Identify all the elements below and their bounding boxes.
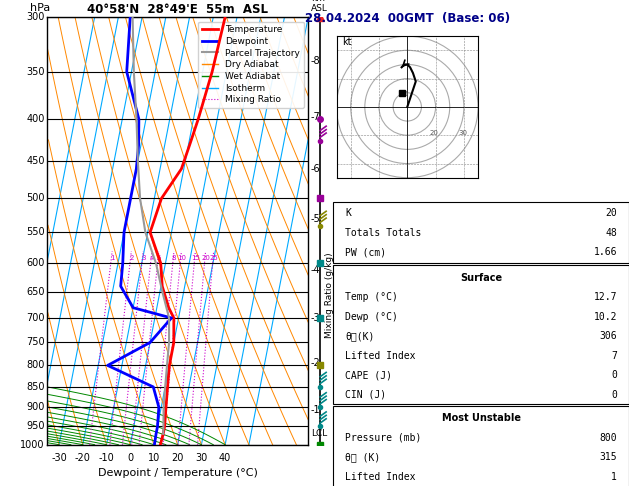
Text: 315: 315 [599, 452, 617, 462]
Text: 350: 350 [26, 67, 45, 77]
Text: Temp (°C): Temp (°C) [345, 292, 398, 302]
Text: 1: 1 [611, 472, 617, 482]
Text: K: K [345, 208, 351, 218]
Text: Totals Totals: Totals Totals [345, 228, 421, 238]
Text: 12.7: 12.7 [594, 292, 617, 302]
Text: 8: 8 [172, 255, 176, 260]
Text: 500: 500 [26, 193, 45, 204]
Text: 750: 750 [26, 337, 45, 347]
Text: 10: 10 [148, 453, 160, 463]
Text: Lifted Index: Lifted Index [345, 472, 416, 482]
Text: -30: -30 [51, 453, 67, 463]
Text: 400: 400 [26, 114, 45, 124]
Bar [333, 406, 629, 486]
Text: 650: 650 [26, 287, 45, 296]
Title: 40°58'N  28°49'E  55m  ASL: 40°58'N 28°49'E 55m ASL [87, 3, 268, 16]
Text: 550: 550 [26, 227, 45, 237]
Text: 2: 2 [129, 255, 133, 260]
Text: Mixing Ratio (g/kg): Mixing Ratio (g/kg) [325, 252, 333, 338]
Text: 1: 1 [110, 255, 114, 260]
Text: 10: 10 [399, 90, 408, 97]
Text: -10: -10 [99, 453, 114, 463]
Text: -6: -6 [311, 164, 320, 174]
Text: -7: -7 [311, 111, 321, 122]
Text: 0: 0 [611, 370, 617, 380]
Text: 5: 5 [157, 255, 161, 260]
Text: 20: 20 [606, 208, 617, 218]
Text: 3: 3 [141, 255, 145, 260]
Text: -20: -20 [75, 453, 91, 463]
Text: -5: -5 [311, 214, 321, 224]
Legend: Temperature, Dewpoint, Parcel Trajectory, Dry Adiabat, Wet Adiabat, Isotherm, Mi: Temperature, Dewpoint, Parcel Trajectory… [198, 21, 304, 108]
Text: 20: 20 [172, 453, 184, 463]
Text: 48: 48 [606, 228, 617, 238]
Text: Surface: Surface [460, 273, 502, 282]
Text: 306: 306 [599, 331, 617, 341]
Text: 800: 800 [26, 361, 45, 370]
Text: km
ASL: km ASL [311, 0, 328, 13]
Text: -3: -3 [311, 313, 320, 323]
Text: 25: 25 [209, 255, 218, 260]
Text: CIN (J): CIN (J) [345, 390, 386, 399]
Text: 600: 600 [26, 258, 45, 268]
Text: hPa: hPa [30, 3, 50, 13]
Text: 850: 850 [26, 382, 45, 392]
Text: 40: 40 [219, 453, 231, 463]
Text: Pressure (mb): Pressure (mb) [345, 433, 421, 443]
Text: 1000: 1000 [20, 440, 45, 450]
Text: 0: 0 [127, 453, 133, 463]
Text: -4: -4 [311, 265, 320, 275]
Text: 20: 20 [201, 255, 210, 260]
Text: 300: 300 [26, 12, 45, 22]
Text: CAPE (J): CAPE (J) [345, 370, 392, 380]
Text: 28.04.2024  00GMT  (Base: 06): 28.04.2024 00GMT (Base: 06) [304, 12, 510, 25]
Text: 30: 30 [459, 130, 467, 136]
Text: 7: 7 [611, 350, 617, 361]
Text: 950: 950 [26, 421, 45, 432]
Text: 4: 4 [150, 255, 154, 260]
Text: -2: -2 [311, 358, 321, 368]
Text: Most Unstable: Most Unstable [442, 413, 521, 423]
Text: Lifted Index: Lifted Index [345, 350, 416, 361]
Bar [333, 265, 629, 404]
Text: 20: 20 [430, 130, 439, 136]
Text: Dewpoint / Temperature (°C): Dewpoint / Temperature (°C) [97, 468, 258, 478]
Text: 700: 700 [26, 313, 45, 323]
Text: 900: 900 [26, 402, 45, 412]
Text: Dewp (°C): Dewp (°C) [345, 312, 398, 322]
Bar [333, 202, 629, 263]
Text: 0: 0 [611, 390, 617, 399]
Text: 10.2: 10.2 [594, 312, 617, 322]
Text: 10: 10 [177, 255, 186, 260]
Text: 450: 450 [26, 156, 45, 166]
Text: -8: -8 [311, 56, 320, 67]
Text: -1: -1 [311, 405, 320, 416]
Text: kt: kt [342, 36, 352, 47]
Text: LCL: LCL [311, 429, 327, 437]
Text: θᴇ(K): θᴇ(K) [345, 331, 375, 341]
Text: 15: 15 [191, 255, 200, 260]
Text: 30: 30 [195, 453, 208, 463]
Text: 800: 800 [599, 433, 617, 443]
Text: PW (cm): PW (cm) [345, 247, 386, 257]
Text: θᴇ (K): θᴇ (K) [345, 452, 381, 462]
Text: 1.66: 1.66 [594, 247, 617, 257]
